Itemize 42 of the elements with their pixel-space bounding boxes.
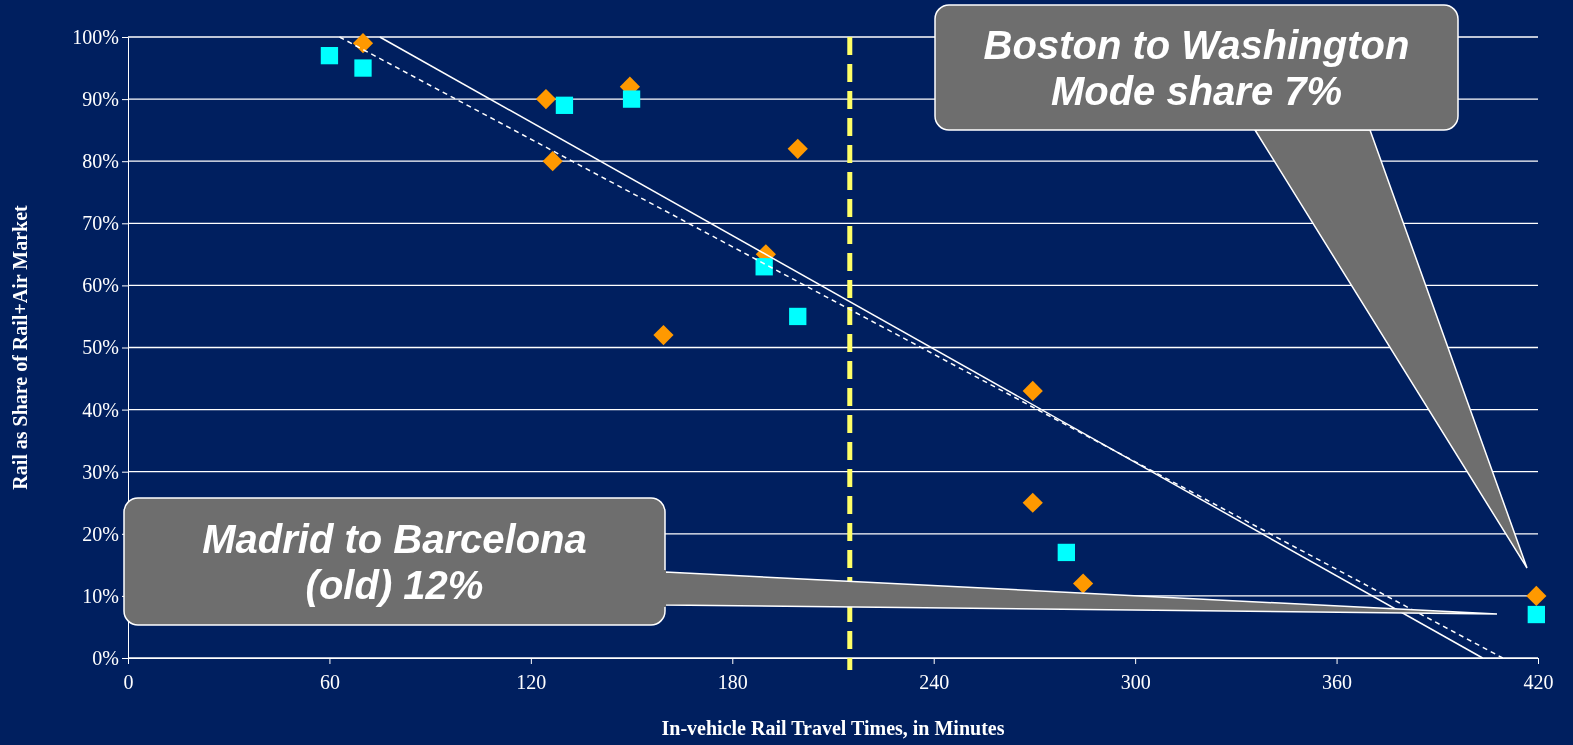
point <box>535 89 557 110</box>
point <box>352 33 374 54</box>
y-tick-label: 100% <box>72 25 119 48</box>
y-tick-label: 60% <box>82 274 119 297</box>
x-tick-label: 300 <box>1120 671 1151 693</box>
point <box>1526 585 1547 606</box>
point <box>542 151 563 172</box>
y-tick-label: 50% <box>82 336 119 359</box>
point <box>789 307 807 326</box>
callout-box: Boston to Washington Mode share 7% <box>934 4 1528 569</box>
point <box>320 46 339 65</box>
point <box>787 138 808 159</box>
y-tick-label: 10% <box>82 584 119 607</box>
y-tick-label: 20% <box>82 522 119 545</box>
x-tick-label: 240 <box>919 671 950 693</box>
annotation: Madrid to Barcelona (old) 12% <box>202 516 587 607</box>
point <box>1057 543 1075 562</box>
y-tick-label: 0% <box>92 646 119 669</box>
y-tick-label: 90% <box>82 88 119 110</box>
x-tick-label: 120 <box>516 671 547 693</box>
x-tick-label: 180 <box>717 671 748 693</box>
point <box>555 96 574 114</box>
point <box>354 59 372 77</box>
x-tick-label: 420 <box>1523 671 1554 693</box>
y-tick-label: 70% <box>82 212 119 235</box>
point <box>1022 492 1043 513</box>
callout-box: Madrid to Barcelona (old) 12% <box>123 497 1498 626</box>
point <box>1022 380 1043 402</box>
point <box>1527 605 1545 624</box>
y-axis-title: Rail as Share of Rail+Air Market <box>9 204 31 490</box>
annotation: Boston to Washington Mode share 7% <box>983 22 1410 113</box>
point <box>1073 573 1094 594</box>
y-tick-label: 40% <box>82 398 119 421</box>
point <box>622 90 641 108</box>
y-tick-label: 80% <box>82 150 119 173</box>
x-axis-title: In-vehicle Rail Travel Times, in Minutes <box>661 717 1005 739</box>
y-tick-label: 30% <box>82 460 119 483</box>
point <box>755 258 773 276</box>
x-tick-label: 0 <box>123 671 134 693</box>
x-tick-label: 360 <box>1322 671 1353 693</box>
point <box>653 324 674 346</box>
x-tick-label: 60 <box>319 671 340 693</box>
